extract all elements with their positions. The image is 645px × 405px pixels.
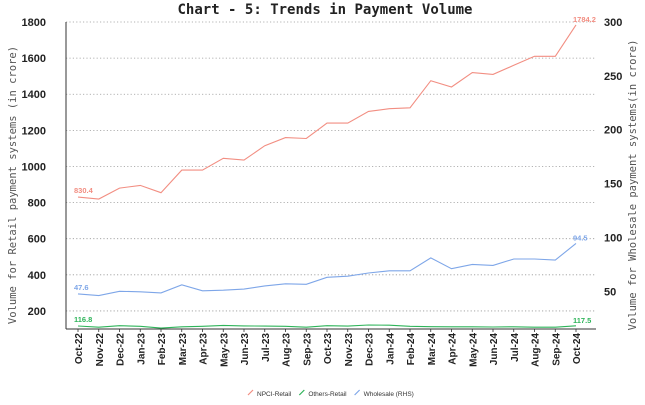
left-axis-title: Volume for Retail payment systems (in cr… — [7, 46, 19, 324]
left-tick-label: 800 — [28, 198, 46, 210]
x-tick-label: Apr-24 — [448, 333, 459, 365]
x-tick-label: Oct-23 — [323, 333, 334, 365]
chart-title: Chart - 5: Trends in Payment Volume — [177, 2, 472, 18]
legend: NPCI-Retail Others-Retail Wholesale (RHS) — [247, 389, 414, 398]
series-line-others-retail — [77, 324, 577, 329]
x-tick-label: Dec-22 — [116, 333, 127, 366]
x-tick-label: Aug-23 — [282, 333, 293, 367]
x-tick-label: Dec-23 — [365, 333, 376, 366]
data-label-others-retail-last: 117.5 — [573, 316, 591, 325]
legend-label-others-retail: Others-Retail — [308, 391, 347, 398]
x-tick-label: May-24 — [468, 333, 479, 367]
data-label-others-retail-first: 116.8 — [74, 315, 92, 324]
x-tick-label: Jun-24 — [489, 333, 500, 366]
x-tick-label: Oct-22 — [74, 333, 85, 365]
right-tick-label: 50 — [604, 286, 616, 298]
x-axis: Oct-22 Nov-22 Dec-22 Jan-23 Feb-23 Mar-23 Apr-… — [74, 329, 583, 367]
x-tick-label: Jul-23 — [261, 333, 272, 362]
left-tick-label: 600 — [28, 234, 46, 246]
left-tick-label: 200 — [28, 306, 46, 318]
left-y-axis: 200 400 600 800 1000 1200 1400 1600 1800 — [22, 17, 596, 330]
x-tick-label: Feb-24 — [406, 333, 417, 366]
right-tick-label: 250 — [604, 71, 622, 83]
x-tick-label: Feb-23 — [157, 333, 168, 366]
x-tick-label: May-23 — [219, 333, 230, 367]
series-line-npci-retail — [77, 24, 577, 200]
x-tick-label: Jul-24 — [510, 333, 521, 362]
left-tick-label: 1600 — [22, 53, 46, 65]
series-lines — [77, 24, 577, 329]
x-tick-label: Oct-24 — [572, 333, 583, 365]
x-tick-label: Apr-23 — [199, 333, 210, 365]
data-labels: 830.4 1784.2 116.8 117.5 47.6 94.5 — [74, 15, 596, 325]
right-tick-label: 150 — [604, 179, 622, 191]
data-label-npci-retail-first: 830.4 — [74, 186, 94, 195]
left-tick-label: 1800 — [22, 17, 46, 29]
legend-label-wholesale-rhs: Wholesale (RHS) — [364, 391, 414, 398]
right-axis-title: Volume for Wholesale payment systems(in … — [627, 40, 639, 331]
right-tick-label: 300 — [604, 17, 622, 29]
x-tick-label: Aug-24 — [531, 333, 542, 367]
left-tick-label: 1200 — [22, 125, 46, 137]
data-label-wholesale-rhs-first: 47.6 — [74, 283, 89, 292]
legend-label-npci-retail: NPCI-Retail — [257, 391, 292, 398]
x-tick-label: Mar-23 — [178, 333, 189, 366]
left-tick-label: 1000 — [22, 161, 46, 173]
x-tick-label: Jan-24 — [385, 333, 396, 365]
legend-swatch-npci-retail — [247, 389, 254, 396]
series-line-wholesale-rhs — [77, 242, 577, 297]
legend-swatch-others-retail — [298, 389, 305, 396]
right-tick-label: 100 — [604, 232, 622, 244]
data-label-wholesale-rhs-last: 94.5 — [573, 233, 588, 242]
legend-swatch-wholesale-rhs — [354, 389, 361, 396]
x-tick-label: Nov-22 — [95, 333, 106, 367]
x-tick-label: Nov-23 — [344, 333, 355, 367]
left-tick-label: 1400 — [22, 89, 46, 101]
left-tick-label: 400 — [28, 270, 46, 282]
gridlines — [66, 21, 596, 312]
right-y-axis: 50 100 150 200 250 300 — [604, 17, 622, 298]
right-tick-label: 200 — [604, 125, 622, 137]
x-tick-label: Sep-24 — [551, 333, 562, 366]
data-label-npci-retail-last: 1784.2 — [573, 15, 596, 24]
x-tick-label: Mar-24 — [427, 333, 438, 366]
x-tick-label: Jan-23 — [136, 333, 147, 365]
x-tick-label: Sep-23 — [302, 333, 313, 366]
x-tick-label: Jun-23 — [240, 333, 251, 366]
